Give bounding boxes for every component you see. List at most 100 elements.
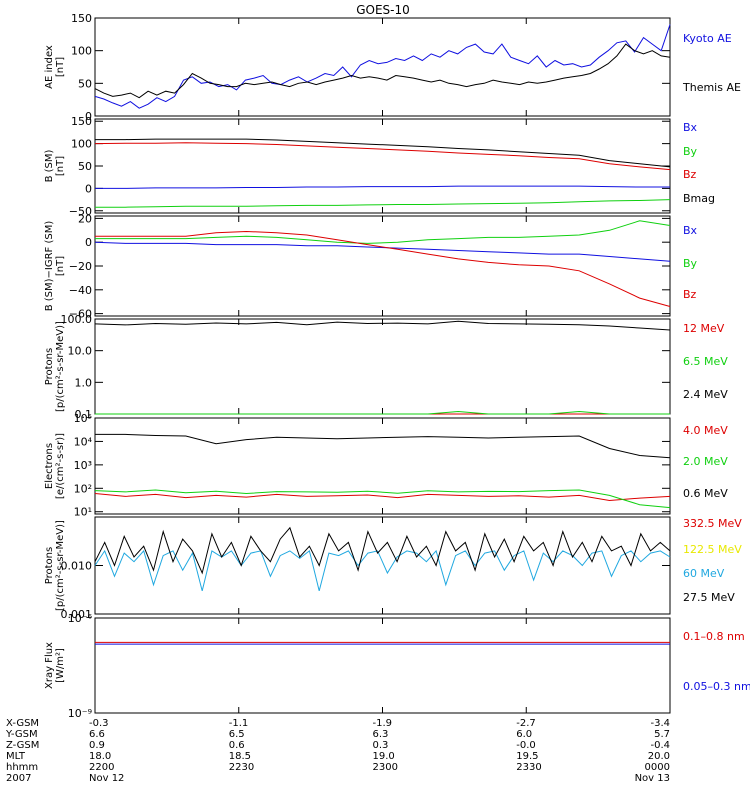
- y-tick-label: −60: [69, 308, 92, 321]
- legend-label: 27.5 MeV: [683, 591, 735, 604]
- footer-cell: 6.6: [89, 729, 105, 740]
- legend-label: Bx: [683, 224, 698, 237]
- y-axis-label: B (SM): [44, 149, 55, 182]
- legend-label: 4.0 MeV: [683, 424, 728, 437]
- legend-label: Bx: [683, 121, 698, 134]
- y-axis-label: [p/(cm²-s-sr-MeV)]: [55, 321, 66, 412]
- legend-label: 6.5 MeV: [683, 355, 728, 368]
- footer-cell: 19.5: [516, 751, 539, 762]
- series-line-themis-ae: [94, 43, 671, 99]
- y-tick-label: 10²: [74, 482, 92, 495]
- footer-row-label: Y-GSM: [6, 729, 38, 740]
- footer-cell: -1.9: [372, 718, 393, 729]
- y-tick-label: 10⁻⁹: [68, 707, 92, 720]
- series-line-2-0-mev: [94, 489, 671, 509]
- y-tick-label: 10⁻⁶: [68, 612, 93, 625]
- legend-label: 122.5 MeV: [683, 543, 742, 556]
- footer-cell: -3.4: [650, 718, 670, 729]
- series-line-by: [95, 199, 671, 208]
- series-line-kyoto-ae: [94, 24, 671, 109]
- panel-frame: [94, 215, 671, 317]
- footer-cell: 18.0: [89, 751, 112, 762]
- footer-cell: Nov 13: [634, 773, 670, 784]
- series-line-bz: [95, 230, 671, 307]
- footer-cell: -0.0: [516, 740, 536, 751]
- panel-electrons: 10¹ 10² 10³ 10⁴ 10⁵ Electrons [e/(cm²-s-sr)] 4.…: [44, 412, 728, 519]
- footer-cell: 20.0: [647, 751, 670, 762]
- y-tick-label: −40: [69, 284, 92, 297]
- legend-label: 0.1–0.8 nm: [683, 630, 745, 643]
- footer-cell: 2330: [516, 762, 542, 773]
- series-line-bz: [94, 142, 671, 171]
- y-axis-label: Protons: [44, 547, 55, 584]
- footer-row-label: 2007: [6, 773, 32, 784]
- panel-frame: [94, 318, 671, 415]
- panel-frame: [94, 417, 671, 515]
- y-tick-label: 0.001: [61, 608, 93, 621]
- footer-cell: 19.0: [372, 751, 395, 762]
- y-tick-label: 10⁴: [74, 435, 93, 448]
- y-tick-label: 150: [71, 115, 92, 128]
- y-tick-label: 100: [71, 138, 92, 151]
- panel-xray: 10⁻⁹ 10⁻⁶ Xray Flux [W/m²] 0.1–0.8 nm 0.05–0.…: [44, 612, 750, 720]
- y-axis-label: [nT]: [55, 156, 66, 176]
- legend-label: 2.0 MeV: [683, 455, 728, 468]
- legend-label: 60 MeV: [683, 567, 725, 580]
- panel-protons_low: 0.1 1.0 10.0 100.0 Protons [p/(cm²-s-sr-MeV)]…: [44, 313, 728, 421]
- legend-label: 12 MeV: [683, 322, 725, 335]
- footer-cell: 0.6: [228, 740, 245, 751]
- footer-cell: 2300: [372, 762, 398, 773]
- legend-label: Bmag: [683, 192, 715, 205]
- y-tick-label: 1.0: [75, 376, 93, 389]
- y-axis-label: [nT]: [55, 57, 66, 77]
- legend-label: 0.6 MeV: [683, 487, 728, 500]
- y-tick-label: 0.010: [61, 560, 93, 573]
- panel-db_sm: −60 −40 −20 0 20 B (SM)−IGRF (SM) [nT] Bx By Bz: [44, 212, 698, 320]
- y-tick-label: 0.1: [75, 408, 93, 421]
- legend-label: Bz: [683, 168, 697, 181]
- panel-frame: [94, 516, 671, 615]
- legend-label: Bz: [683, 288, 697, 301]
- y-tick-label: 100: [71, 45, 92, 58]
- y-tick-label: 50: [78, 160, 92, 173]
- y-tick-label: 10³: [74, 459, 92, 472]
- footer-cell: -2.7: [516, 718, 536, 729]
- y-axis-label: Protons: [44, 348, 55, 385]
- chart-title: GOES-10: [356, 3, 410, 17]
- y-tick-label: −20: [69, 260, 92, 273]
- series-line-bmag: [95, 138, 671, 168]
- y-tick-label: 0: [85, 236, 92, 249]
- footer-cell: 6.0: [516, 729, 533, 740]
- y-tick-label: 0: [85, 110, 92, 123]
- legend-label: Kyoto AE: [683, 32, 732, 45]
- footer-row-label: hhmm: [6, 762, 39, 773]
- y-axis-label: [e/(cm²-s-sr)]: [55, 433, 66, 499]
- y-axis-label: [W/m²]: [55, 648, 66, 683]
- footer-cell: 0.9: [89, 740, 105, 751]
- y-tick-label: 20: [78, 212, 92, 225]
- footer-cell: -1.1: [228, 718, 249, 729]
- footer-cell: 2230: [228, 762, 255, 773]
- legend-label: 332.5 MeV: [683, 517, 742, 530]
- y-axis-label: Electrons: [44, 443, 55, 489]
- y-tick-label: 10.0: [68, 345, 93, 358]
- y-tick-label: −50: [69, 205, 92, 218]
- series-line-2-4-mev: [94, 320, 671, 331]
- footer-row-label: Z-GSM: [6, 740, 40, 751]
- y-tick-label: 10⁵: [74, 412, 92, 425]
- y-tick-label: 50: [78, 77, 92, 90]
- series-line-27-5-mev: [94, 526, 671, 575]
- footer-cell: 6.3: [372, 729, 389, 740]
- series-line-0-6-mev: [95, 433, 671, 459]
- series-line-60-mev: [94, 549, 671, 592]
- y-axis-label: B (SM)−IGRF (SM): [44, 221, 55, 312]
- y-tick-label: 0: [85, 182, 92, 195]
- footer-cell: 2200: [89, 762, 115, 773]
- series-line-by: [95, 220, 671, 244]
- footer-cell: 0.3: [372, 740, 389, 751]
- series-line-bx: [95, 185, 670, 189]
- footer-cell: Nov 12: [89, 773, 125, 784]
- y-axis-label: Xray Flux: [44, 642, 55, 689]
